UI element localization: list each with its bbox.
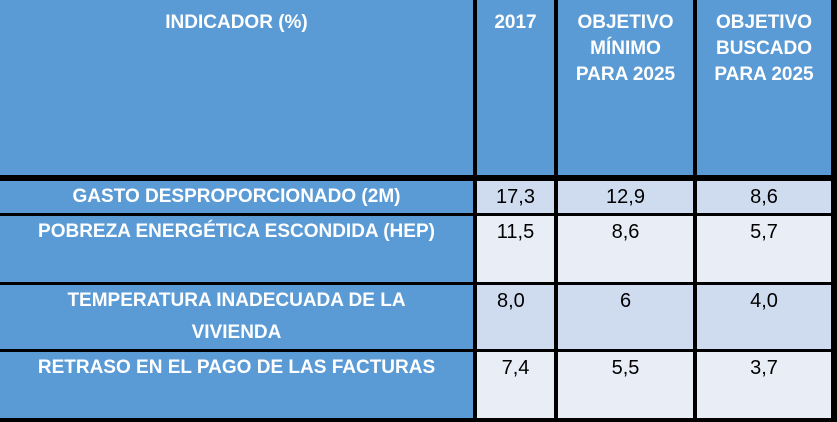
row-label: POBREZA ENERGÉTICA ESCONDIDA (HEP) xyxy=(0,216,477,285)
row-label-line-1: TEMPERATURA INADECUADA DE LA xyxy=(0,285,473,317)
header-min-goal: OBJETIVO MÍNIMO PARA 2025 xyxy=(558,0,697,181)
row-label-text: GASTO DESPROPORCIONADO (2M) xyxy=(73,186,401,207)
row-label: GASTO DESPROPORCIONADO (2M) xyxy=(0,181,477,216)
header-target-goal-line-3: PARA 2025 xyxy=(697,62,831,88)
row-label-line-2: VIVIENDA xyxy=(0,317,473,349)
row-label-text: RETRASO EN EL PAGO DE LAS FACTURAS xyxy=(38,357,435,378)
header-target-goal-line-1: OBJETIVO xyxy=(697,10,831,36)
value-target-goal: 8,6 xyxy=(697,181,837,216)
header-target-goal-line-2: BUSCADO xyxy=(697,36,831,62)
header-2017-label: 2017 xyxy=(494,12,536,33)
value-min-goal: 5,5 xyxy=(558,352,697,422)
header-min-goal-line-2: MÍNIMO xyxy=(558,36,693,62)
header-2017: 2017 xyxy=(477,0,558,181)
value-target-goal: 3,7 xyxy=(697,352,837,422)
header-target-goal: OBJETIVO BUSCADO PARA 2025 xyxy=(697,0,837,181)
value-min-goal: 6 xyxy=(558,285,697,352)
value-2017: 17,3 xyxy=(477,181,558,216)
table-row: GASTO DESPROPORCIONADO (2M) 17,3 12,9 8,… xyxy=(0,181,837,216)
table-row: POBREZA ENERGÉTICA ESCONDIDA (HEP) 11,5 … xyxy=(0,216,837,285)
value-target-goal: 4,0 xyxy=(697,285,837,352)
value-2017: 7,4 xyxy=(477,352,558,422)
header-indicator-label: INDICADOR (%) xyxy=(165,12,308,33)
header-row: INDICADOR (%) 2017 OBJETIVO MÍNIMO PARA … xyxy=(0,0,837,181)
table-row: TEMPERATURA INADECUADA DE LA VIVIENDA 8,… xyxy=(0,285,837,352)
value-2017: 8,0 xyxy=(477,285,558,352)
header-indicator: INDICADOR (%) xyxy=(0,0,477,181)
header-min-goal-line-3: PARA 2025 xyxy=(558,62,693,88)
row-label-text: POBREZA ENERGÉTICA ESCONDIDA (HEP) xyxy=(38,221,435,242)
table-row: RETRASO EN EL PAGO DE LAS FACTURAS 7,4 5… xyxy=(0,352,837,422)
header-min-goal-line-1: OBJETIVO xyxy=(558,10,693,36)
row-label: RETRASO EN EL PAGO DE LAS FACTURAS xyxy=(0,352,477,422)
value-target-goal: 5,7 xyxy=(697,216,837,285)
value-2017: 11,5 xyxy=(477,216,558,285)
value-min-goal: 8,6 xyxy=(558,216,697,285)
value-min-goal: 12,9 xyxy=(558,181,697,216)
row-label: TEMPERATURA INADECUADA DE LA VIVIENDA xyxy=(0,285,477,352)
